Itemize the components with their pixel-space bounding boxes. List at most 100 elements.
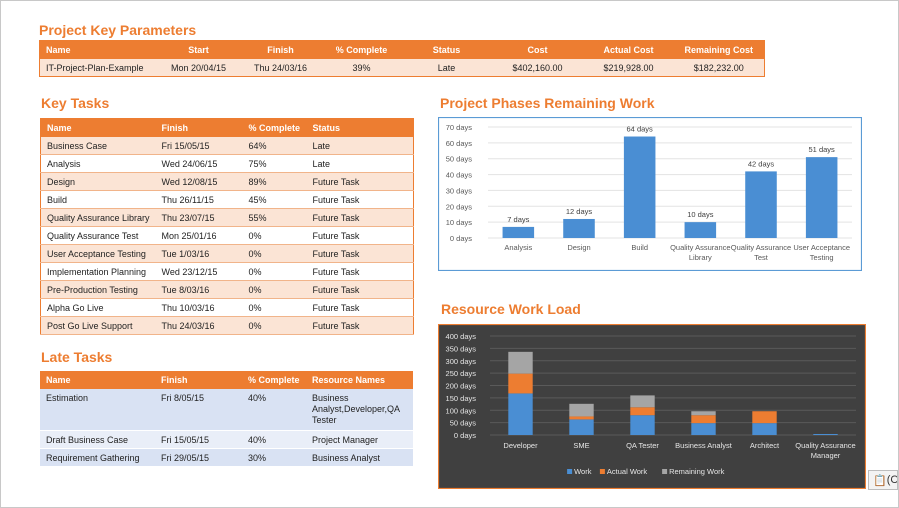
table-cell: Quality Assurance Library [40,208,156,227]
late-tasks-title: Late Tasks [41,349,113,365]
table-cell: Design [40,172,156,191]
table-cell: 39% [321,59,402,77]
table-cell: Thu 23/07/15 [155,208,243,227]
table-cell: Late [306,154,414,173]
table-cell: 89% [242,172,307,191]
table-cell: Thu 24/03/16 [239,59,322,77]
table-cell: 45% [242,190,307,209]
table-cell: Fri 8/05/15 [155,389,242,431]
table-row: Quality Assurance Test Mon 25/01/16 0% Futu… [40,226,414,245]
table-cell: 55% [242,208,307,227]
key-parameters-header-name: Name [39,40,158,59]
x-tick-label: User Acceptance Testing [793,243,850,262]
bar-actual-work [752,411,777,424]
x-tick-label: Design [567,243,590,252]
key-tasks-header-complete: % Complete [242,118,307,137]
late-tasks-header-finish: Finish [155,371,242,389]
y-tick-label: 10 days [446,218,473,227]
y-tick-label: 350 days [446,344,477,353]
table-cell: Future Task [306,208,414,227]
data-label: 42 days [748,159,775,168]
key-tasks-header-name: Name [40,118,156,137]
table-cell: Future Task [306,190,414,209]
paste-options-icon[interactable]: 📋 (C [868,470,898,490]
table-cell: Build [40,190,156,209]
table-row: Draft Business Case Fri 15/05/15 40% Projec… [40,430,413,449]
table-row: User Acceptance Testing Tue 1/03/16 0% Futu… [40,244,414,263]
table-cell: Draft Business Case [40,430,155,449]
table-row: Design Wed 12/08/15 89% Future Task [40,172,414,191]
table-cell: Future Task [306,226,414,245]
y-tick-label: 0 days [450,234,472,243]
bar-work [630,415,655,435]
data-label: 64 days [627,125,654,134]
y-tick-label: 50 days [446,155,473,164]
key-parameters-header-start: Start [157,40,240,59]
key-tasks-header-finish: Finish [155,118,243,137]
table-cell: Pre-Production Testing [40,280,156,299]
table-row: Post Go Live Support Thu 24/03/16 0% Future… [40,316,414,335]
key-parameters-header-status: Status [401,40,492,59]
table-cell: Business Analyst [306,448,413,467]
key-parameters-header-complete: % Complete [321,40,402,59]
table-cell: 0% [242,280,307,299]
table-cell: Analysis [40,154,156,173]
table-cell: 0% [242,262,307,281]
x-tick-label: QA Tester [626,441,659,450]
late-tasks-header-resource-names: Resource Names [306,371,413,389]
workload-chart-svg: 0 days 50 days 100 days 150 days 200 days 250… [438,324,866,489]
late-tasks-header-row: Name Finish% Complete Resource Names [40,371,413,389]
data-label: 51 days [809,145,836,154]
key-parameters-header-cost: Cost [491,40,584,59]
key-parameters-header-finish: Finish [239,40,322,59]
legend-label: Actual Work [607,467,648,476]
x-tick-label: Build [631,243,648,252]
bar-work [508,393,533,435]
table-row: Implementation Planning Wed 23/12/15 0% Fut… [40,262,414,281]
table-cell: 30% [242,448,306,467]
table-cell: Business Case [40,137,156,155]
data-label: 7 days [507,215,529,224]
bar-actual-work [508,373,533,394]
x-tick-label: Quality Assurance Test [731,243,791,262]
table-cell: $219,928.00 [583,59,674,77]
key-tasks-header-row: Name Finish% Complete Status [40,118,414,137]
table-cell: 0% [242,316,307,335]
table-cell: Future Task [306,244,414,263]
x-tick-label: Business Analyst [675,441,733,450]
table-cell: Post Go Live Support [40,316,156,335]
table-row: Estimation Fri 8/05/15 40% Business Analyst… [40,389,413,431]
workload-chart-title: Resource Work Load [441,301,581,317]
table-cell: Alpha Go Live [40,298,156,317]
y-tick-label: 400 days [446,332,477,341]
table-cell: Late [306,137,414,155]
table-cell: User Acceptance Testing [40,244,156,263]
y-tick-label: 40 days [446,171,473,180]
key-tasks-table: Name Finish% Complete Status Business Case… [40,118,414,335]
y-tick-label: 0 days [454,431,476,440]
bar-remaining-work [630,395,655,408]
phases-chart-svg: 0 days 10 days 20 days 30 days 40 days 50 day… [438,117,862,271]
table-cell: Estimation [40,389,155,431]
legend-label: Work [574,467,592,476]
table-cell: 75% [242,154,307,173]
legend-swatch-remaining-work [662,469,668,474]
x-tick-label: Developer [503,441,538,450]
table-cell: Late [401,59,492,77]
table-cell: 64% [242,137,307,155]
y-tick-label: 30 days [446,186,473,195]
key-parameters-table: Name Start Finish% Complete Status Cost Actua… [39,40,765,77]
bar-actual-work [630,407,655,416]
table-cell: Tue 1/03/16 [155,244,243,263]
table-cell: Fri 15/05/15 [155,137,243,155]
late-tasks-header-name: Name [40,371,155,389]
table-row: Pre-Production Testing Tue 8/03/16 0% Futur… [40,280,414,299]
bar [623,136,656,238]
clipboard-icon: 📋 [873,474,887,487]
table-cell: Future Task [306,262,414,281]
data-label: 10 days [687,210,714,219]
table-cell: $402,160.00 [491,59,584,77]
x-tick-label: Architect [750,441,780,450]
table-cell: Fri 15/05/15 [155,430,242,449]
bar-actual-work [569,416,594,420]
